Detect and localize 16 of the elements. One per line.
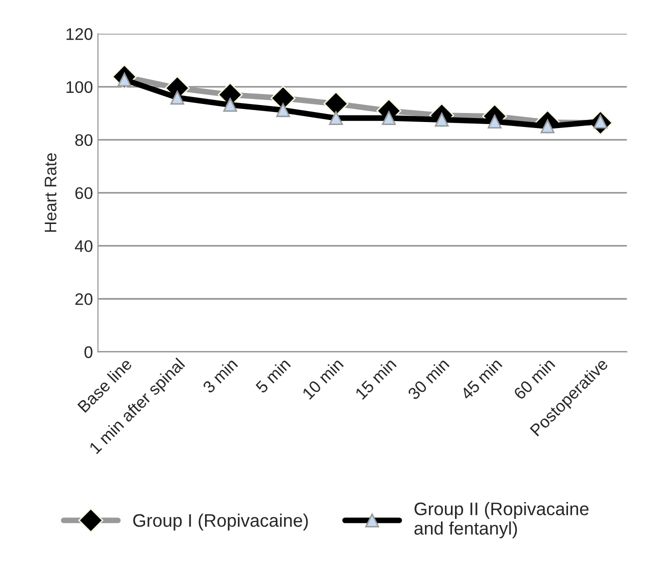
x-tick-label: 45 min [460,358,503,400]
y-tick-label: 60 [75,187,92,200]
x-tick-label: 3 min [202,358,238,394]
y-tick-label: 40 [74,240,92,252]
legend-label: Group I (Ropivacaine) [133,514,308,530]
y-axis-title: Heart Rate [44,153,56,232]
y-tick-label: 80 [75,134,92,146]
y-tick-label: 120 [66,28,92,40]
y-tick-label: 20 [75,293,92,306]
y-tick-label: 100 [66,81,92,93]
x-tick-label: 5 min [254,358,291,394]
x-tick-label: 30 min [406,358,450,400]
y-tick-label: 0 [84,346,92,358]
x-tick-label: 15 min [354,358,397,400]
x-tick-label: 10 min [301,358,344,400]
legend-label: Group II (Ropivacaine and fentanyl) [414,502,588,538]
